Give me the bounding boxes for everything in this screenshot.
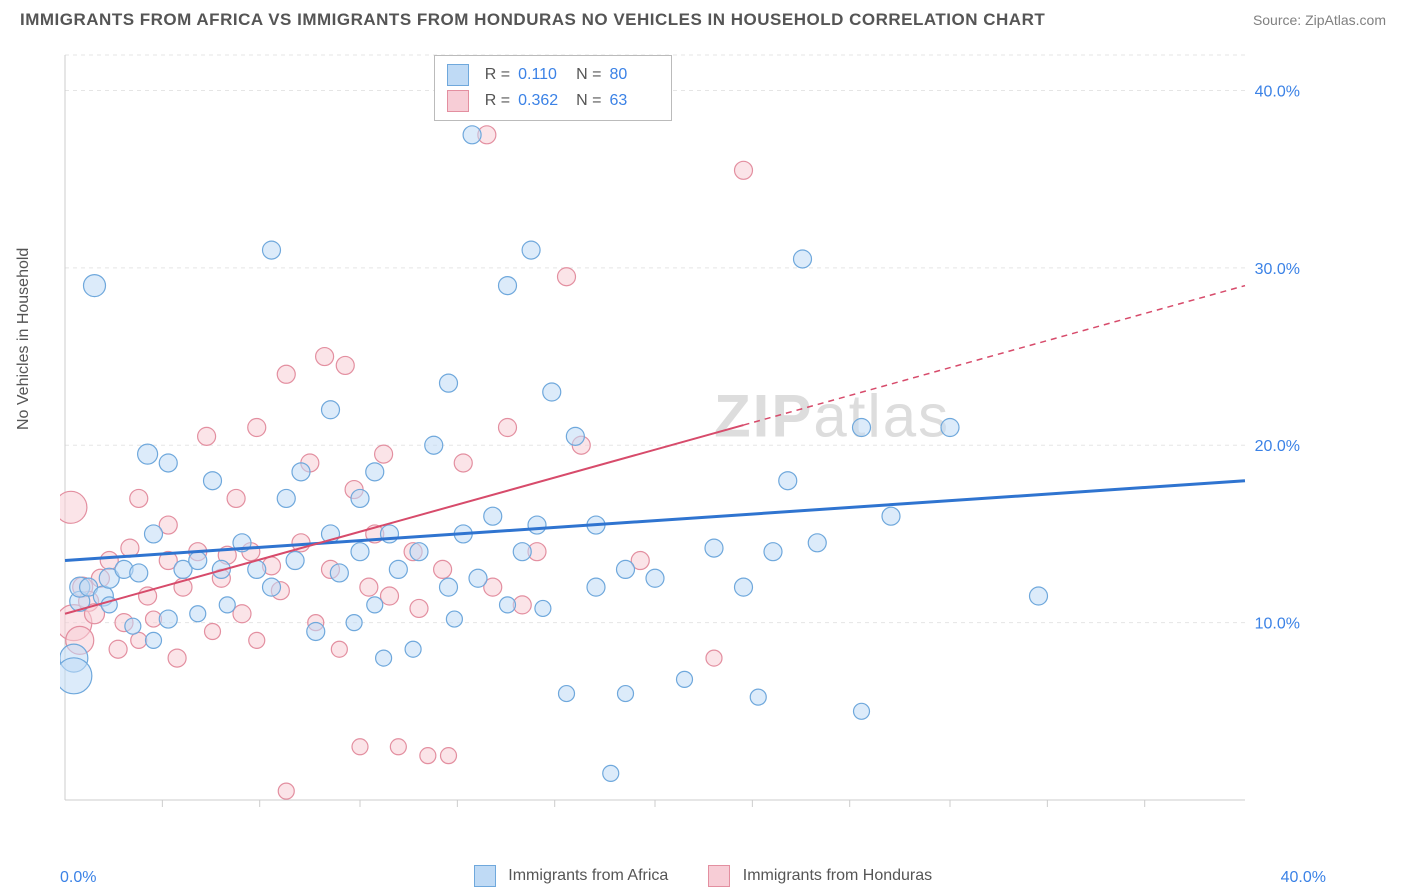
source-attribution: Source: ZipAtlas.com [1253, 12, 1386, 28]
correlation-legend-row: R = 0.362 N = 63 [447, 88, 660, 114]
legend-label-honduras: Immigrants from Honduras [743, 867, 932, 884]
legend-label-africa: Immigrants from Africa [508, 867, 668, 884]
r-value: 0.362 [518, 88, 568, 114]
r-label: R = [485, 62, 510, 88]
r-label: R = [485, 88, 510, 114]
n-label: N = [576, 88, 601, 114]
n-label: N = [576, 62, 601, 88]
legend-swatch-africa [474, 865, 496, 887]
correlation-legend-row: R = 0.110 N = 80 [447, 62, 660, 88]
legend-swatch-honduras [708, 865, 730, 887]
chart-area: 10.0% 20.0% 30.0% 40.0% ZIPatlas [60, 45, 1320, 835]
legend-item-africa: Immigrants from Africa [474, 865, 668, 887]
correlation-legend-box: R = 0.110 N = 80 R = 0.362 N = 63 [434, 55, 673, 121]
legend-swatch [447, 64, 469, 86]
y-axis-label: No Vehicles in Household [15, 248, 33, 430]
svg-text:20.0%: 20.0% [1255, 438, 1300, 455]
chart-title: IMMIGRANTS FROM AFRICA VS IMMIGRANTS FRO… [20, 10, 1045, 30]
r-value: 0.110 [518, 62, 568, 88]
legend-swatch [447, 90, 469, 112]
bottom-legend: Immigrants from Africa Immigrants from H… [0, 865, 1406, 887]
svg-text:10.0%: 10.0% [1255, 616, 1300, 633]
svg-text:40.0%: 40.0% [1255, 83, 1300, 100]
n-value: 63 [609, 88, 659, 114]
n-value: 80 [609, 62, 659, 88]
svg-text:30.0%: 30.0% [1255, 261, 1300, 278]
svg-text:ZIPatlas: ZIPatlas [714, 382, 950, 449]
legend-item-honduras: Immigrants from Honduras [708, 865, 932, 887]
scatter-chart-svg: 10.0% 20.0% 30.0% 40.0% ZIPatlas [60, 45, 1320, 835]
